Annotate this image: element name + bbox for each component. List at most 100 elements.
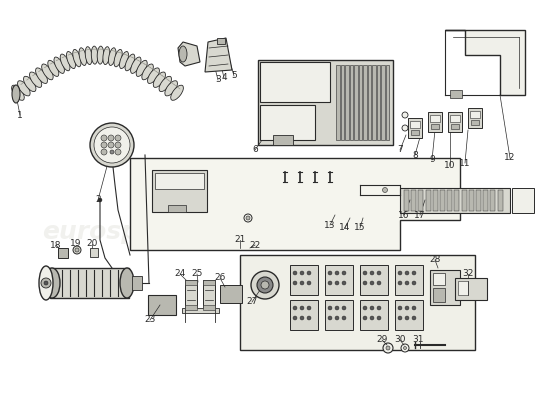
Circle shape	[335, 316, 339, 320]
Text: 27: 27	[246, 298, 258, 306]
Polygon shape	[445, 30, 525, 95]
Bar	[50, 268, 129, 298]
Circle shape	[412, 271, 416, 275]
Bar	[363, 65, 366, 140]
Circle shape	[75, 248, 79, 252]
Bar	[182, 308, 219, 313]
Circle shape	[342, 316, 346, 320]
Text: 11: 11	[459, 158, 471, 168]
Bar	[461, 190, 466, 211]
Bar	[404, 190, 409, 211]
Ellipse shape	[165, 81, 178, 96]
Bar	[431, 124, 439, 129]
Circle shape	[293, 316, 297, 320]
Bar	[433, 288, 445, 302]
Bar	[148, 295, 176, 315]
Text: 17: 17	[414, 210, 426, 220]
Circle shape	[412, 306, 416, 310]
Circle shape	[405, 281, 409, 285]
Bar	[155, 173, 204, 189]
Bar	[290, 300, 318, 330]
Ellipse shape	[67, 52, 75, 68]
Circle shape	[377, 306, 381, 310]
Text: 1: 1	[17, 110, 23, 120]
Bar	[354, 65, 358, 140]
Text: 12: 12	[504, 154, 516, 162]
Bar	[359, 65, 362, 140]
Bar	[258, 60, 393, 145]
Text: 5: 5	[231, 72, 237, 80]
Ellipse shape	[136, 60, 147, 76]
Ellipse shape	[79, 48, 86, 66]
Ellipse shape	[170, 85, 183, 100]
Bar	[381, 65, 384, 140]
Text: 22: 22	[249, 240, 261, 250]
Ellipse shape	[44, 268, 60, 298]
Ellipse shape	[114, 50, 122, 67]
Circle shape	[44, 281, 48, 285]
Bar	[483, 190, 488, 211]
Ellipse shape	[48, 60, 59, 76]
Bar	[469, 190, 474, 211]
Bar	[168, 205, 178, 212]
Circle shape	[342, 281, 346, 285]
Bar	[430, 270, 460, 305]
Circle shape	[363, 306, 367, 310]
Bar	[450, 90, 462, 98]
Circle shape	[383, 343, 393, 353]
Ellipse shape	[30, 72, 42, 88]
Text: 3: 3	[215, 76, 221, 84]
Bar	[132, 276, 142, 290]
Bar	[408, 118, 422, 138]
Circle shape	[370, 281, 374, 285]
Text: 18: 18	[50, 240, 62, 250]
Bar	[372, 65, 376, 140]
Ellipse shape	[39, 266, 53, 300]
Bar	[395, 300, 423, 330]
Polygon shape	[130, 158, 460, 250]
Bar	[203, 280, 215, 310]
Bar	[454, 190, 459, 211]
Bar	[395, 265, 423, 295]
Circle shape	[73, 246, 81, 254]
Bar	[182, 185, 192, 192]
Ellipse shape	[147, 68, 160, 84]
Text: 10: 10	[444, 160, 456, 170]
Circle shape	[363, 271, 367, 275]
Bar	[336, 65, 339, 140]
Bar	[386, 65, 389, 140]
Text: 26: 26	[214, 274, 225, 282]
Bar	[185, 280, 197, 310]
Circle shape	[261, 281, 269, 289]
Bar	[196, 175, 206, 182]
Ellipse shape	[42, 64, 53, 80]
Ellipse shape	[85, 47, 92, 64]
Ellipse shape	[12, 85, 20, 103]
Ellipse shape	[125, 54, 135, 71]
Text: eurospares: eurospares	[262, 156, 420, 180]
Circle shape	[370, 306, 374, 310]
Ellipse shape	[54, 57, 64, 74]
Bar	[196, 185, 206, 192]
Circle shape	[377, 271, 381, 275]
Text: 31: 31	[412, 336, 424, 344]
Bar	[203, 305, 215, 310]
Bar	[426, 190, 431, 211]
Text: 15: 15	[354, 224, 366, 232]
Circle shape	[405, 316, 409, 320]
Circle shape	[307, 306, 311, 310]
Ellipse shape	[119, 52, 129, 68]
Text: 20: 20	[86, 240, 98, 248]
Ellipse shape	[73, 50, 81, 67]
Circle shape	[90, 123, 134, 167]
Circle shape	[101, 142, 107, 148]
Circle shape	[328, 316, 332, 320]
Bar	[428, 112, 442, 132]
Text: 6: 6	[252, 146, 258, 154]
Circle shape	[405, 306, 409, 310]
Bar	[470, 111, 480, 118]
Bar	[491, 190, 496, 211]
Text: eurospares: eurospares	[42, 220, 200, 244]
Bar	[450, 115, 460, 122]
Text: 23: 23	[144, 316, 156, 324]
